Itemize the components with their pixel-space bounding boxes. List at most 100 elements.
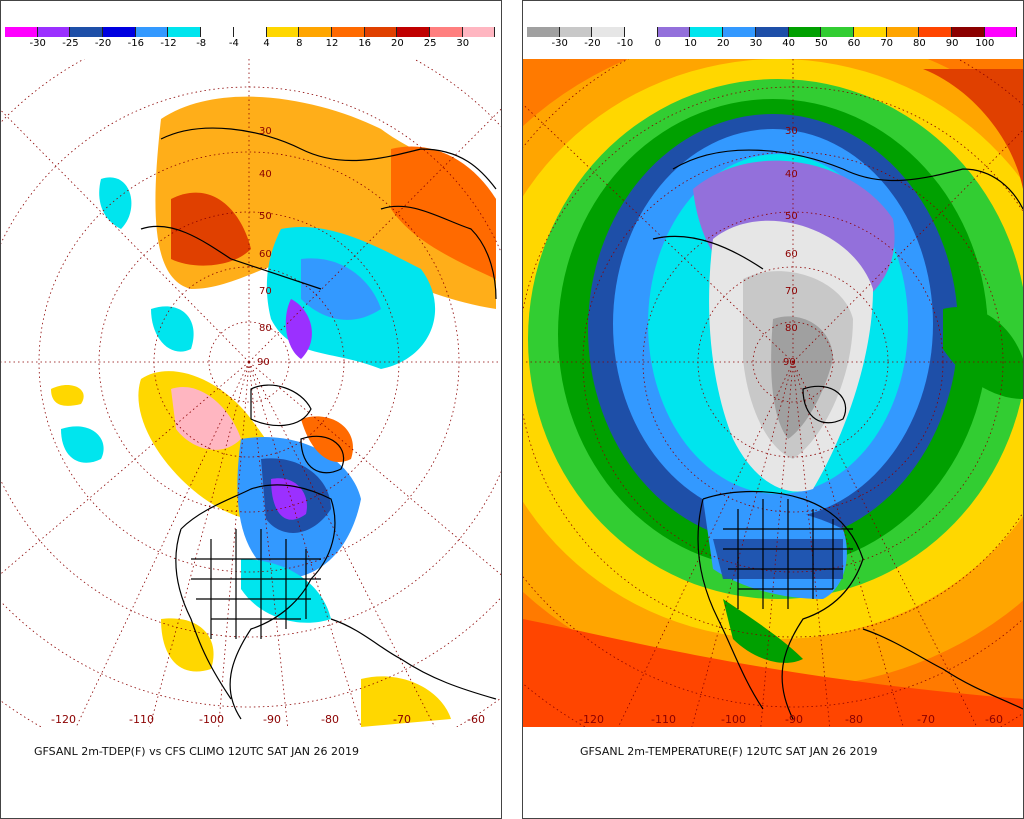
right-graticule [523,59,1023,727]
left-legend-label: 16 [358,38,372,49]
svg-text:30: 30 [785,126,798,137]
svg-text:-100: -100 [199,713,224,726]
right-legend-swatch [657,27,691,37]
left-graticule [1,59,501,727]
right-legend-label: 0 [654,38,661,49]
left-legend-swatch [397,27,430,37]
svg-text:-80: -80 [845,713,863,726]
right-legend-label: 40 [782,38,795,49]
left-legend-swatch [331,27,365,37]
right-legend-label: 50 [814,38,828,49]
left-color-legend: -30 -25 -20 -16 -12 -8 -4 4 8 12 16 20 25 30 [1,27,501,49]
left-legend-swatch [364,27,398,37]
left-legend-label: 12 [325,38,339,49]
svg-text:90: 90 [783,357,796,368]
right-legend-label: -20 [584,38,601,49]
right-map-svg: 30 40 50 60 70 80 90 -120 -110 -100 -90 … [523,59,1023,727]
left-legend-swatch [266,27,300,37]
right-lat-labels: 30 40 50 60 70 80 90 [783,126,798,368]
left-legend-swatch [462,27,496,37]
right-legend-label: 90 [945,38,959,49]
left-legend-label: 30 [456,38,470,49]
left-legend-swatch [5,27,38,37]
svg-text:60: 60 [259,249,272,260]
svg-text:-110: -110 [651,713,676,726]
left-legend-label: 25 [423,38,437,49]
svg-text:70: 70 [259,286,272,297]
svg-text:40: 40 [259,169,272,180]
right-legend-label: 100 [975,38,995,49]
left-legend-swatch [429,27,463,37]
left-legend-label: 8 [296,38,303,49]
left-map-panel: -30 -25 -20 -16 -12 -8 -4 4 8 12 16 20 25 30 [0,0,502,819]
left-legend-label: 20 [391,38,404,49]
left-legend-swatch [233,27,267,37]
svg-text:80: 80 [785,323,798,334]
left-legend-label: -25 [62,38,79,49]
right-legend-swatch [984,27,1018,37]
right-legend-label: -10 [616,38,634,49]
left-legend-label: -30 [29,38,46,49]
right-temperature-map: 30 40 50 60 70 80 90 -120 -110 -100 -90 … [523,59,1023,727]
right-legend-label: 70 [880,38,894,49]
svg-text:50: 50 [785,211,798,222]
svg-text:-110: -110 [129,713,154,726]
left-anomaly-shading [51,96,496,727]
svg-text:90: 90 [257,357,270,368]
right-coastlines [652,149,1023,720]
svg-text:-60: -60 [467,713,485,726]
left-legend-labels: -30 -25 -20 -16 -12 -8 -4 4 8 12 16 20 25 30 [1,38,501,50]
right-temperature-shading [523,59,1023,727]
left-legend-label: -4 [228,38,239,49]
right-legend-swatch [690,27,724,37]
right-legend-swatch [527,27,560,37]
left-legend-swatch [168,27,202,37]
svg-text:-120: -120 [51,713,76,726]
svg-text:40: 40 [785,169,798,180]
left-caption: GFSANL 2m-TDEP(F) vs CFS CLIMO 12UTC SAT… [34,745,359,758]
left-legend-swatch [103,27,136,37]
left-legend-label: 4 [263,38,270,49]
right-color-legend: -30 -20 -10 0 10 20 30 40 50 60 70 80 90 100 [523,27,1023,49]
right-legend-swatch [625,27,658,37]
left-lon-labels: -120 -110 -100 -90 -80 -70 -60 [51,713,485,726]
right-legend-bar [527,27,1018,37]
left-lat-labels: 30 40 50 60 70 80 90 [257,126,272,368]
right-legend-swatch [853,27,887,37]
right-legend-swatch [951,27,985,37]
left-legend-swatch [135,27,169,37]
left-coastlines [140,127,497,720]
svg-text:-80: -80 [321,713,339,726]
left-legend-swatch [70,27,104,37]
svg-text:-90: -90 [785,713,803,726]
right-legend-swatch [821,27,854,37]
right-legend-label: 60 [847,38,861,49]
svg-text:-70: -70 [393,713,411,726]
svg-text:70: 70 [785,286,798,297]
left-legend-label: -12 [160,38,177,49]
left-legend-swatch [299,27,332,37]
svg-text:-90: -90 [263,713,281,726]
right-legend-swatch [788,27,822,37]
svg-text:80: 80 [259,323,272,334]
left-anomaly-map: 30 40 50 60 70 80 90 -120 -110 -100 -90 … [1,59,501,727]
right-legend-label: 80 [913,38,926,49]
svg-text:-60: -60 [985,713,1003,726]
right-legend-label: 30 [749,38,763,49]
right-map-panel: -30 -20 -10 0 10 20 30 40 50 60 70 80 90 100 [522,0,1024,819]
svg-text:-100: -100 [721,713,746,726]
left-legend-swatch [201,27,234,37]
left-legend-label: -16 [127,38,144,49]
right-caption: GFSANL 2m-TEMPERATURE(F) 12UTC SAT JAN 2… [580,745,878,758]
right-legend-swatch [559,27,593,37]
right-legend-swatch [592,27,626,37]
svg-text:60: 60 [785,249,798,260]
svg-text:30: 30 [259,126,272,137]
right-legend-swatch [886,27,920,37]
svg-text:-120: -120 [579,713,604,726]
left-legend-label: -8 [196,38,207,49]
right-lon-labels: -120 -110 -100 -90 -80 -70 -60 [579,713,1003,726]
svg-text:-70: -70 [917,713,935,726]
right-legend-label: 20 [716,38,730,49]
left-legend-bar [5,27,496,37]
